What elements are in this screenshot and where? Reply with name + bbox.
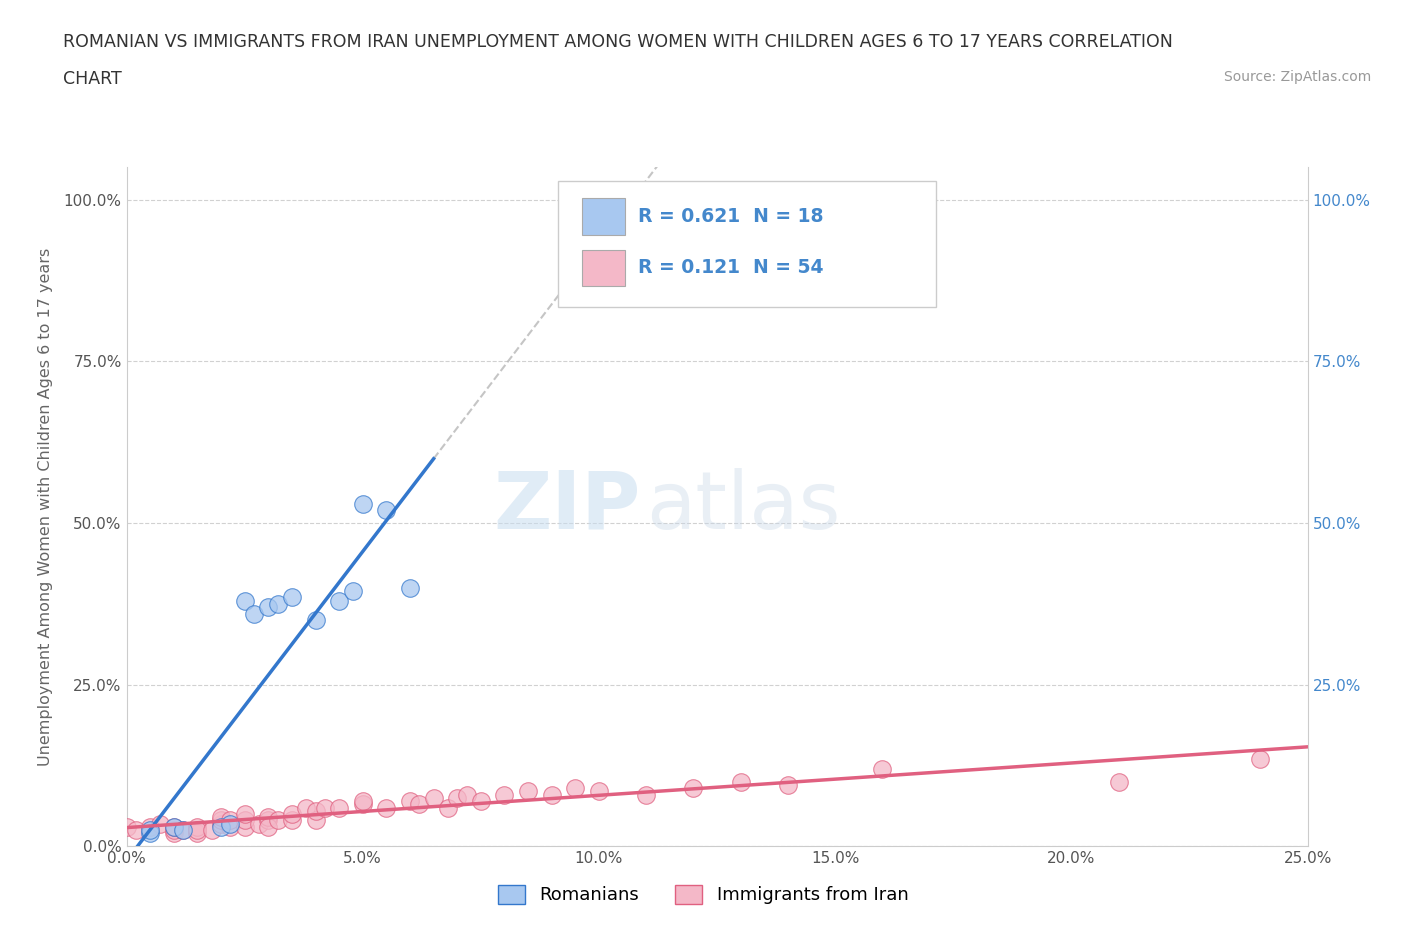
FancyBboxPatch shape xyxy=(582,249,624,286)
Point xyxy=(163,819,186,834)
Point xyxy=(163,823,186,838)
Point xyxy=(408,797,430,812)
Point xyxy=(314,800,336,815)
Point xyxy=(446,790,468,805)
Point xyxy=(257,810,280,825)
Point xyxy=(257,600,280,615)
Point xyxy=(163,826,186,841)
Point xyxy=(267,596,290,611)
Point xyxy=(470,793,492,808)
Point xyxy=(267,813,290,828)
Point xyxy=(564,780,586,795)
Point xyxy=(281,813,304,828)
Point xyxy=(328,593,350,608)
Point xyxy=(139,826,162,841)
Point xyxy=(304,804,326,818)
Point xyxy=(243,606,266,621)
Point xyxy=(399,793,422,808)
Point xyxy=(588,237,610,252)
Point xyxy=(247,817,270,831)
Point xyxy=(125,823,148,838)
Point xyxy=(219,819,242,834)
Point xyxy=(682,780,704,795)
Point xyxy=(456,787,478,802)
Text: ZIP: ZIP xyxy=(494,468,640,546)
Point xyxy=(872,762,894,777)
Point xyxy=(375,502,398,517)
Point xyxy=(304,813,326,828)
Point xyxy=(540,787,562,802)
Point xyxy=(200,823,222,838)
Point xyxy=(219,817,242,831)
Point xyxy=(186,819,208,834)
FancyBboxPatch shape xyxy=(558,181,935,307)
Legend: Romanians, Immigrants from Iran: Romanians, Immigrants from Iran xyxy=(491,878,915,911)
Point xyxy=(730,774,752,789)
Point xyxy=(233,813,256,828)
Text: atlas: atlas xyxy=(647,468,841,546)
Point xyxy=(233,593,256,608)
Point xyxy=(149,817,172,831)
Point xyxy=(186,823,208,838)
Point xyxy=(436,800,458,815)
Point xyxy=(776,777,799,792)
Point xyxy=(399,580,422,595)
Point xyxy=(186,826,208,841)
FancyBboxPatch shape xyxy=(582,198,624,234)
Text: ROMANIAN VS IMMIGRANTS FROM IRAN UNEMPLOYMENT AMONG WOMEN WITH CHILDREN AGES 6 T: ROMANIAN VS IMMIGRANTS FROM IRAN UNEMPLO… xyxy=(63,33,1173,50)
Point xyxy=(209,810,232,825)
Point xyxy=(494,787,516,802)
Point xyxy=(375,800,398,815)
Point xyxy=(209,819,232,834)
Point xyxy=(352,793,374,808)
Point xyxy=(352,797,374,812)
Point xyxy=(304,613,326,628)
Text: R = 0.121  N = 54: R = 0.121 N = 54 xyxy=(638,259,824,277)
Y-axis label: Unemployment Among Women with Children Ages 6 to 17 years: Unemployment Among Women with Children A… xyxy=(38,247,52,766)
Point xyxy=(295,800,318,815)
Point xyxy=(163,819,186,834)
Point xyxy=(209,813,232,828)
Text: R = 0.621  N = 18: R = 0.621 N = 18 xyxy=(638,206,824,226)
Point xyxy=(172,823,194,838)
Point xyxy=(115,819,138,834)
Point xyxy=(219,813,242,828)
Point xyxy=(139,823,162,838)
Point xyxy=(636,787,658,802)
Point xyxy=(139,819,162,834)
Text: CHART: CHART xyxy=(63,70,122,87)
Point xyxy=(281,590,304,604)
Point xyxy=(233,806,256,821)
Point xyxy=(352,497,374,512)
Point xyxy=(588,784,610,799)
Point xyxy=(1108,774,1130,789)
Point xyxy=(233,819,256,834)
Point xyxy=(342,583,364,598)
Text: Source: ZipAtlas.com: Source: ZipAtlas.com xyxy=(1223,70,1371,84)
Point xyxy=(328,800,350,815)
Point xyxy=(281,806,304,821)
Point xyxy=(257,819,280,834)
Point xyxy=(1249,751,1271,766)
Point xyxy=(517,784,540,799)
Point xyxy=(172,823,194,838)
Point xyxy=(257,813,280,828)
Point xyxy=(422,790,444,805)
Point xyxy=(209,817,232,831)
